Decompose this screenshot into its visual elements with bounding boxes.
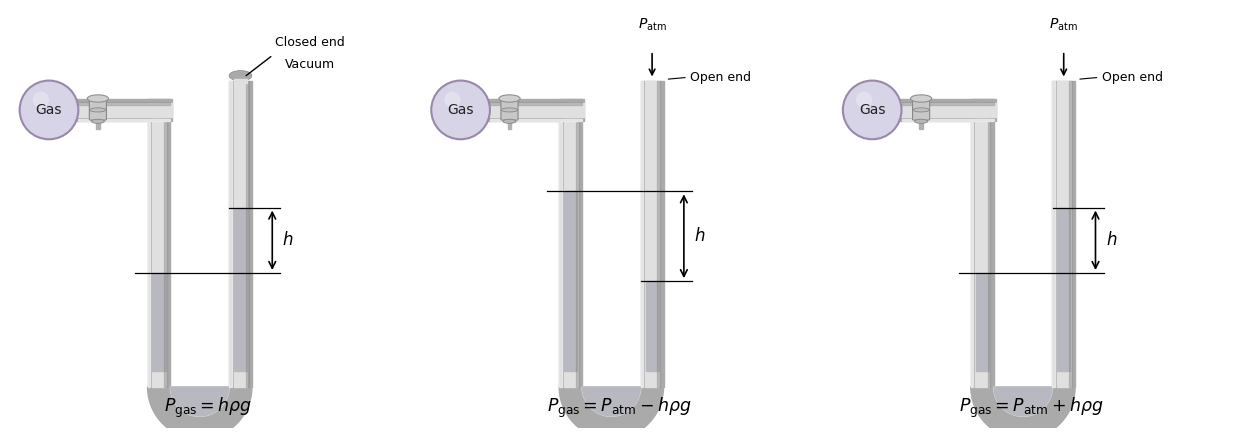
Text: Closed end: Closed end	[275, 36, 344, 49]
Text: Gas: Gas	[447, 103, 473, 117]
Bar	[1052, 82, 1075, 387]
Bar	[77, 99, 172, 121]
Bar	[152, 103, 166, 117]
Text: $P_{\mathrm{gas}} = h\rho g$: $P_{\mathrm{gas}} = h\rho g$	[164, 396, 252, 420]
Bar	[900, 103, 996, 117]
Bar	[489, 102, 582, 105]
Circle shape	[20, 81, 78, 139]
Bar	[229, 82, 232, 387]
Bar	[559, 99, 582, 121]
Circle shape	[856, 91, 872, 108]
Bar	[559, 122, 582, 387]
Bar	[971, 122, 974, 387]
Polygon shape	[559, 387, 664, 439]
Bar	[559, 122, 561, 387]
Bar	[658, 82, 660, 387]
Bar	[971, 122, 994, 387]
Bar	[152, 122, 166, 387]
Bar	[147, 99, 171, 121]
Bar	[902, 102, 994, 105]
Bar	[78, 119, 171, 121]
Bar	[229, 82, 252, 387]
Bar	[975, 122, 989, 387]
Bar	[152, 273, 166, 370]
Bar	[165, 122, 167, 387]
Bar	[488, 103, 584, 117]
Polygon shape	[994, 387, 1052, 416]
Bar	[646, 281, 659, 370]
Bar	[234, 78, 248, 83]
Bar	[576, 122, 579, 387]
Ellipse shape	[503, 119, 515, 123]
Bar	[147, 122, 150, 387]
Bar	[564, 191, 577, 370]
Text: Gas: Gas	[36, 103, 62, 117]
Text: $h$: $h$	[1105, 231, 1118, 249]
Circle shape	[32, 91, 50, 108]
Bar	[975, 273, 989, 370]
Text: $P_{\mathrm{atm}}$: $P_{\mathrm{atm}}$	[1049, 16, 1078, 33]
Circle shape	[431, 81, 489, 139]
Polygon shape	[994, 387, 1052, 416]
Bar	[971, 99, 994, 121]
Ellipse shape	[229, 70, 252, 81]
Bar	[975, 103, 989, 117]
Bar	[489, 119, 582, 121]
Bar	[641, 82, 664, 387]
Bar	[77, 103, 172, 117]
Ellipse shape	[499, 95, 520, 102]
Text: $P_{\mathrm{gas}} = P_{\mathrm{atm}} + h\rho g$: $P_{\mathrm{gas}} = P_{\mathrm{atm}} + h…	[959, 396, 1104, 420]
FancyBboxPatch shape	[89, 100, 107, 120]
Bar	[1052, 82, 1054, 387]
Bar	[234, 208, 247, 370]
Bar	[1057, 82, 1070, 387]
Bar	[902, 119, 994, 121]
Bar	[234, 82, 248, 387]
Bar	[564, 122, 577, 387]
Text: $P_{\mathrm{atm}}$: $P_{\mathrm{atm}}$	[638, 16, 667, 33]
Text: Open end: Open end	[690, 71, 751, 84]
Polygon shape	[171, 387, 229, 416]
Text: Vacuum: Vacuum	[285, 58, 335, 71]
Bar	[508, 119, 512, 129]
Ellipse shape	[502, 108, 518, 112]
Ellipse shape	[911, 95, 932, 102]
Bar	[97, 119, 99, 129]
Text: $h$: $h$	[694, 227, 705, 245]
Ellipse shape	[914, 119, 928, 123]
FancyBboxPatch shape	[913, 100, 929, 120]
Bar	[488, 99, 584, 121]
Text: $P_{\mathrm{gas}} = P_{\mathrm{atm}} - h\rho g$: $P_{\mathrm{gas}} = P_{\mathrm{atm}} - h…	[548, 396, 691, 420]
Bar	[147, 122, 171, 387]
Bar	[900, 99, 996, 121]
Circle shape	[445, 91, 461, 108]
Polygon shape	[971, 387, 1075, 439]
Polygon shape	[171, 387, 229, 416]
Ellipse shape	[87, 95, 109, 102]
Bar	[245, 82, 249, 387]
Bar	[1069, 82, 1072, 387]
Bar	[78, 102, 171, 105]
Bar	[641, 82, 643, 387]
Circle shape	[843, 81, 902, 139]
Ellipse shape	[913, 108, 929, 112]
Text: Gas: Gas	[859, 103, 886, 117]
Ellipse shape	[89, 108, 107, 112]
Ellipse shape	[92, 119, 104, 123]
Text: Open end: Open end	[1101, 71, 1162, 84]
Bar	[646, 82, 659, 387]
Text: $h$: $h$	[282, 231, 294, 249]
Bar	[919, 119, 923, 129]
Bar	[987, 122, 990, 387]
Polygon shape	[582, 387, 641, 416]
Bar	[564, 103, 577, 117]
Bar	[1057, 208, 1070, 370]
FancyBboxPatch shape	[501, 100, 518, 120]
Polygon shape	[147, 387, 252, 439]
Polygon shape	[582, 387, 641, 416]
